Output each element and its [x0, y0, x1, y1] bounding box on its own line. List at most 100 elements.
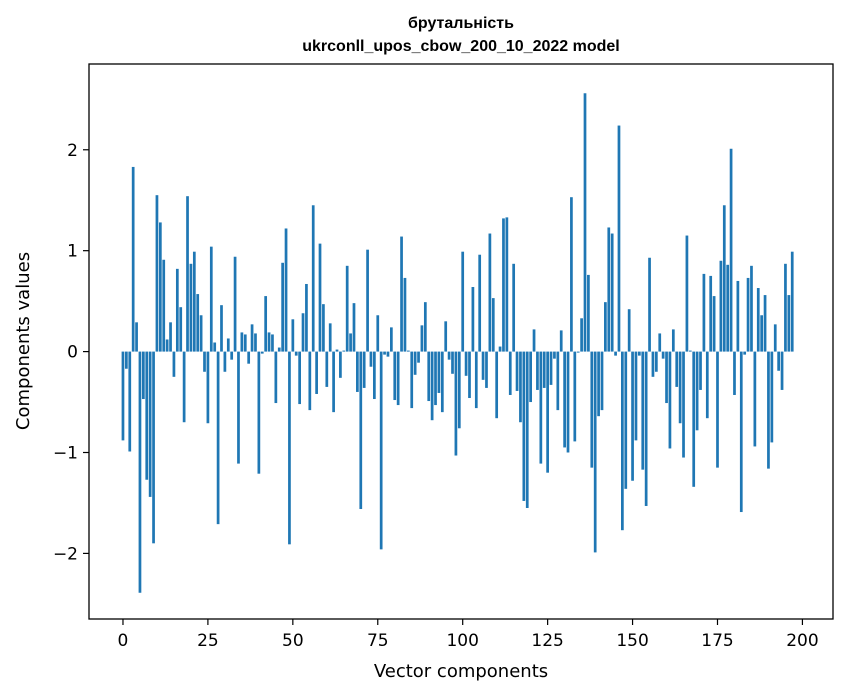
bar-118 [522, 351, 526, 501]
bar-184 [746, 277, 750, 352]
bar-115 [512, 263, 516, 352]
bar-122 [536, 351, 539, 390]
bar-176 [719, 260, 723, 352]
x-tick-label-125: 125 [531, 631, 563, 651]
bar-7 [145, 351, 149, 480]
bar-151 [634, 351, 638, 441]
bar-96 [447, 351, 451, 360]
bar-81 [396, 351, 400, 406]
bar-24 [203, 351, 206, 372]
bar-195 [784, 263, 787, 352]
bar-119 [525, 351, 529, 508]
bar-125 [546, 351, 549, 473]
x-tick-label-75: 75 [367, 631, 389, 651]
bar-57 [315, 351, 318, 394]
bar-69 [356, 351, 359, 392]
bar-39 [254, 333, 257, 352]
bar-123 [539, 351, 543, 464]
bar-80 [393, 351, 397, 401]
bar-105 [478, 254, 482, 352]
bar-84 [406, 350, 410, 352]
bar-88 [420, 325, 424, 352]
bar-58 [318, 243, 322, 352]
x-axis-ticks: 0 25 50 75 100 125 150 175 200 [118, 619, 819, 651]
bar-93 [437, 351, 441, 393]
bar-186 [753, 351, 757, 447]
bar-75 [376, 315, 380, 352]
bar-182 [739, 351, 743, 513]
bar-111 [498, 346, 502, 352]
bar-149 [627, 309, 631, 352]
bar-71 [362, 351, 366, 388]
bar-144 [610, 233, 614, 352]
bar-192 [773, 324, 777, 352]
y-tick-label-3: 1 [67, 242, 78, 262]
bar-100 [461, 251, 465, 352]
bar-147 [621, 351, 624, 531]
bar-148 [624, 351, 628, 489]
bar-67 [349, 333, 352, 352]
bar-153 [641, 351, 645, 470]
bar-28 [216, 351, 220, 525]
x-axis-label: Vector components [374, 661, 548, 682]
bar-143 [607, 227, 611, 352]
bar-63 [335, 349, 339, 352]
bar-53 [301, 313, 305, 352]
bar-9 [152, 351, 155, 544]
bar-172 [705, 351, 709, 419]
bar-64 [339, 351, 342, 378]
bar-51 [294, 351, 298, 356]
bar-99 [457, 351, 461, 429]
bar-116 [515, 351, 519, 391]
bar-132 [570, 197, 573, 352]
y-tick-label-0: −2 [53, 544, 78, 564]
bar-33 [233, 256, 237, 352]
bar-11 [158, 222, 162, 352]
bar-179 [729, 148, 733, 352]
bar-189 [763, 295, 767, 352]
bar-154 [644, 351, 648, 506]
bar-76 [379, 351, 383, 550]
bar-128 [556, 351, 560, 411]
bar-42 [264, 296, 268, 352]
bar-74 [373, 351, 376, 400]
bar-14 [169, 322, 172, 352]
bar-181 [736, 280, 740, 352]
bar-34 [237, 351, 240, 464]
bar-26 [209, 246, 213, 352]
bar-25 [206, 351, 210, 424]
bar-104 [474, 351, 478, 409]
bar-91 [430, 351, 434, 421]
bar-97 [451, 351, 454, 374]
bar-197 [790, 251, 794, 352]
x-tick-label-25: 25 [197, 631, 219, 651]
bar-158 [658, 333, 662, 352]
bar-32 [230, 351, 234, 360]
chart-title-line-1: брутальність [408, 15, 514, 32]
bar-49 [288, 351, 291, 545]
bar-124 [542, 351, 546, 388]
bar-56 [311, 205, 315, 352]
y-axis-ticks: −2 −1 0 1 2 [53, 141, 89, 564]
bar-73 [369, 351, 373, 367]
bar-27 [213, 342, 217, 352]
bar-31 [226, 338, 230, 352]
bar-117 [519, 351, 522, 423]
bar-94 [440, 351, 444, 413]
bar-113 [505, 217, 509, 352]
bar-61 [328, 323, 332, 352]
bars-group [121, 93, 794, 593]
bar-174 [712, 296, 716, 352]
plot-frame [88, 63, 834, 620]
bar-146 [617, 125, 621, 352]
bar-54 [305, 283, 308, 352]
bar-165 [682, 351, 685, 458]
bar-52 [298, 351, 301, 405]
bar-3 [131, 166, 135, 352]
bar-45 [274, 351, 278, 404]
bar-145 [614, 351, 617, 356]
bar-134 [576, 351, 580, 353]
bar-167 [688, 350, 692, 352]
bar-187 [756, 288, 760, 352]
bar-168 [692, 351, 696, 487]
